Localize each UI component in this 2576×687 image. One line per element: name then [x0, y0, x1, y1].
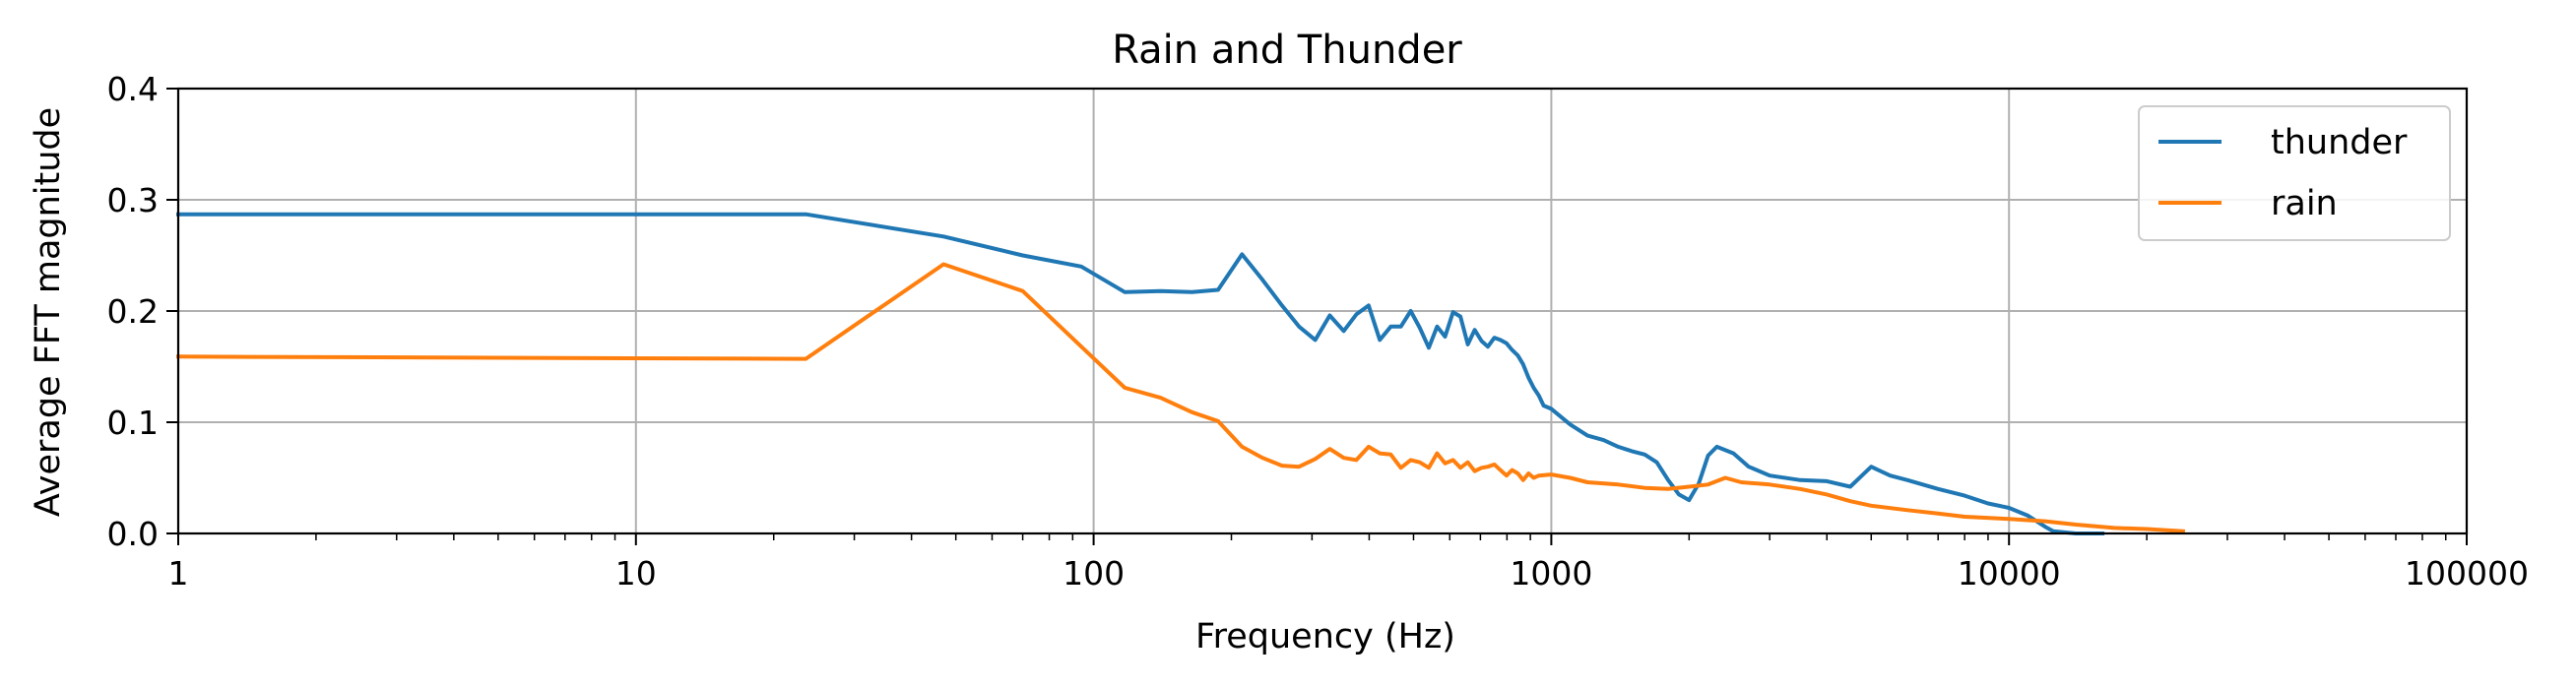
- y-axis-label: Average FFT magnitude: [29, 107, 68, 517]
- x-tick-label: 1: [168, 554, 189, 593]
- chart-title: Rain and Thunder: [1112, 28, 1462, 73]
- x-tick-label: 1000: [1510, 554, 1592, 593]
- legend-label-thunder: thunder: [2271, 123, 2408, 162]
- series-line-rain: [175, 262, 2186, 533]
- y-tick-label: 0.3: [107, 181, 159, 219]
- x-tick-label: 100: [1063, 554, 1125, 593]
- series-line-thunder: [176, 212, 2105, 535]
- legend-label-rain: rain: [2271, 184, 2338, 223]
- x-tick-label: 100000: [2405, 554, 2529, 593]
- y-tick-label: 0.2: [107, 292, 159, 331]
- x-tick-label: 10: [615, 554, 657, 593]
- x-axis-label: Frequency (Hz): [1195, 617, 1455, 656]
- legend: thunder rain: [2138, 105, 2451, 241]
- axis-ticks: 1 10 100 1000 10000 100000 0.0 0.1 0.2 0.3 0.4: [107, 70, 2529, 593]
- series-lines: [175, 212, 2186, 535]
- y-tick-label: 0.4: [107, 70, 159, 108]
- y-tick-label: 0.1: [107, 404, 159, 442]
- y-tick-label: 0.0: [107, 515, 159, 553]
- x-tick-label: 10000: [1958, 554, 2061, 593]
